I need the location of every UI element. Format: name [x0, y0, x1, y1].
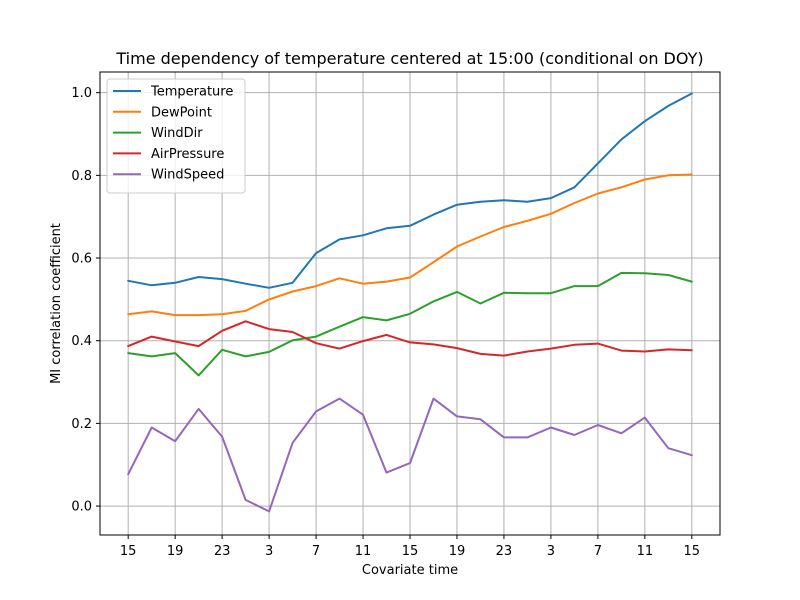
- x-tick-label: 15: [402, 544, 419, 559]
- x-tick-label: 23: [496, 544, 513, 559]
- x-tick-label: 15: [684, 544, 701, 559]
- x-tick-label: 3: [265, 544, 273, 559]
- x-tick-label: 11: [355, 544, 372, 559]
- legend-label-temperature: Temperature: [150, 85, 233, 100]
- x-tick-label: 15: [120, 544, 137, 559]
- y-tick-label: 0.2: [71, 417, 92, 432]
- series-line-temperature: [127, 92, 693, 289]
- y-tick-label: 0.0: [71, 500, 92, 515]
- y-tick-label: 0.8: [71, 169, 92, 184]
- x-axis-label: Covariate time: [362, 563, 458, 578]
- legend-box: [106, 78, 246, 194]
- x-tick-label: 11: [637, 544, 654, 559]
- y-axis-label: MI correlation coefficient: [49, 223, 64, 384]
- y-tick-label: 0.4: [71, 334, 92, 349]
- series-line-dewpoint: [127, 173, 693, 317]
- legend: Temperature DewPoint WindDir AirPressure Win…: [106, 78, 246, 194]
- legend-label-dewpoint: DewPoint: [151, 105, 212, 120]
- x-tick-label: 7: [594, 544, 602, 559]
- y-tick-label: 0.6: [71, 252, 92, 267]
- series-line-winddir: [127, 271, 693, 377]
- grid-layer: [100, 72, 720, 535]
- x-tick-label: 23: [214, 544, 231, 559]
- legend-label-windspeed: WindSpeed: [151, 168, 224, 183]
- x-tick-label: 7: [312, 544, 320, 559]
- legend-label-airpressure: AirPressure: [151, 147, 224, 162]
- x-tick-label: 19: [167, 544, 184, 559]
- y-tick-label: 1.0: [71, 86, 92, 101]
- chart-title: Time dependency of temperature centered …: [115, 49, 703, 68]
- x-tick-label: 3: [547, 544, 555, 559]
- series-line-windspeed: [127, 397, 693, 513]
- series-layer: [127, 92, 693, 513]
- legend-label-winddir: WindDir: [151, 126, 203, 141]
- tick-layer: 15 19 23 3 7 11 15 19 23 3 7 11 15 0.0 0.2 0.4 0.6 0.8 1.0: [71, 86, 700, 559]
- series-line-airpressure: [127, 320, 693, 357]
- x-tick-label: 19: [449, 544, 466, 559]
